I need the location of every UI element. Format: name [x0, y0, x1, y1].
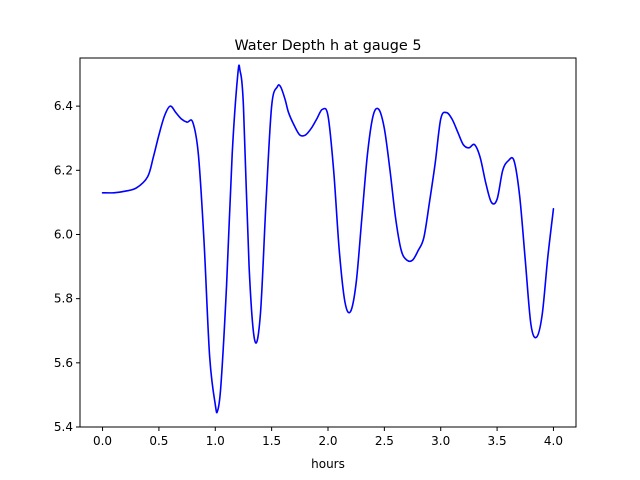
- x-tick-label: 2.0: [318, 434, 337, 448]
- y-axis: 5.4 5.6 5.8 6.0 6.2 6.4: [54, 99, 80, 434]
- chart-title: Water Depth h at gauge 5: [234, 38, 421, 54]
- x-axis-title: hours: [311, 457, 345, 471]
- x-tick-label: 3.0: [431, 434, 450, 448]
- x-tick-label: 1.5: [262, 434, 281, 448]
- y-tick-label: 5.6: [54, 356, 73, 370]
- plot-frame: [79, 57, 577, 428]
- x-tick-label: 0.5: [149, 434, 168, 448]
- y-tick-label: 6.4: [54, 99, 73, 113]
- x-tick-label: 1.0: [206, 434, 225, 448]
- y-tick-label: 6.0: [54, 227, 73, 241]
- x-tick-label: 2.5: [375, 434, 394, 448]
- x-axis: 0.0 0.5 1.0 1.5 2.0 2.5 3.0 3.5 4.0: [93, 427, 563, 448]
- series-line-water-depth: [101, 64, 555, 414]
- y-tick-label: 5.4: [54, 420, 73, 434]
- x-tick-label: 3.5: [488, 434, 507, 448]
- y-tick-label: 6.2: [54, 163, 73, 177]
- x-tick-label: 0.0: [93, 434, 112, 448]
- y-tick-label: 5.8: [54, 292, 73, 306]
- x-tick-label: 4.0: [544, 434, 563, 448]
